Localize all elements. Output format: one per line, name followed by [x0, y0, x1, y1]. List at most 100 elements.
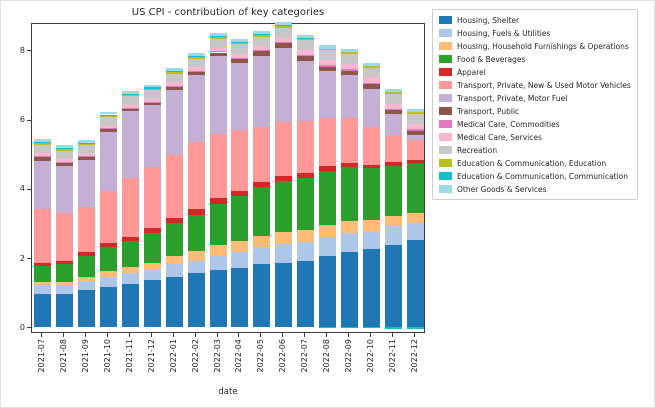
bar-segment	[165, 89, 183, 156]
bar-segment	[231, 252, 249, 268]
y-tick-label: 0	[19, 322, 25, 332]
legend-item: Transport, Public	[439, 105, 631, 117]
bar-segment	[165, 85, 183, 87]
bar-segment	[209, 51, 227, 53]
bar-segment	[187, 75, 205, 142]
bar-segment	[56, 285, 74, 294]
x-tick-label: 2022-09	[343, 339, 353, 373]
bar-segment	[318, 117, 337, 167]
bar-segment	[406, 159, 424, 163]
legend-item: Medical Care, Services	[439, 131, 631, 143]
bar-segment	[165, 255, 183, 265]
bar-segment	[121, 96, 140, 106]
bar-segment	[362, 248, 380, 327]
bar-segment	[34, 155, 52, 157]
bar-segment	[121, 105, 140, 108]
bar-segment	[362, 231, 380, 249]
bar-segment	[121, 177, 140, 237]
bar-segment	[275, 37, 293, 43]
bar-segment	[384, 134, 402, 163]
legend: Housing, Shelter Housing, Fuels & Utiliti…	[432, 9, 638, 200]
x-tick	[304, 333, 306, 337]
x-tick	[150, 333, 152, 337]
bar-segment	[384, 216, 402, 227]
bar	[207, 24, 229, 332]
bar-segment	[78, 276, 96, 281]
bar	[141, 24, 163, 332]
bar-segment	[231, 38, 249, 42]
bar-segment	[121, 94, 140, 96]
legend-swatch	[439, 185, 452, 193]
bar-segment	[275, 176, 293, 182]
bar-segment	[297, 173, 315, 178]
bar-segment	[318, 67, 337, 72]
legend-item: Education & Communication, Communication	[439, 170, 631, 182]
bar-segment	[100, 114, 118, 116]
bar-segment	[100, 247, 118, 272]
bar-segment	[143, 102, 161, 106]
bar-segment	[340, 162, 358, 168]
bar-segment	[253, 46, 271, 51]
bar-segment	[340, 221, 358, 234]
x-tick	[326, 333, 327, 337]
bar-segment	[100, 271, 118, 277]
bar-segment	[34, 209, 52, 263]
bar-segment	[187, 58, 205, 68]
bar-segment	[340, 53, 358, 64]
bar-segment	[253, 264, 271, 327]
bar-segment	[297, 34, 315, 39]
bar-segment	[143, 105, 161, 168]
bar-segment	[318, 50, 337, 61]
legend-item: Housing, Shelter	[439, 14, 631, 26]
bar-segment	[209, 48, 227, 52]
bar-segment	[406, 113, 424, 125]
bar	[295, 24, 317, 332]
bar-segment	[78, 144, 96, 154]
bar-segment	[275, 26, 293, 28]
bar-segment	[78, 207, 96, 253]
legend-swatch	[439, 107, 452, 115]
bar-segment	[297, 54, 315, 57]
bar-segment	[318, 48, 337, 51]
bar-segment	[209, 133, 227, 198]
x-tick	[216, 333, 218, 337]
bar-segment	[275, 22, 293, 26]
bar-segment	[384, 245, 402, 327]
bar-segment	[406, 222, 424, 241]
bar-segment	[231, 58, 249, 63]
bar-segment	[187, 56, 205, 58]
bar-segment	[231, 267, 249, 327]
bar-segment	[275, 181, 293, 232]
legend-swatch	[439, 68, 452, 76]
y-tick-label: 6	[19, 115, 25, 124]
bar-segment	[406, 162, 424, 214]
bar-segment	[143, 269, 161, 281]
x-tick	[172, 333, 174, 337]
bar	[98, 24, 120, 332]
bar-segment	[56, 261, 74, 265]
x-tick	[63, 333, 65, 337]
bar-segment	[56, 148, 74, 150]
bar-segment	[100, 129, 118, 132]
legend-item: Transport, Private, Motor Fuel	[439, 92, 631, 104]
bar-segment	[165, 82, 183, 86]
bar-segment	[362, 84, 380, 89]
x-tick	[391, 333, 393, 337]
bar-segment	[231, 196, 249, 242]
legend-label: Transport, Private, New & Used Motor Veh…	[457, 80, 631, 90]
bar-segment	[297, 177, 315, 230]
bar-segment	[143, 167, 161, 229]
bar-segment	[121, 95, 140, 97]
bar-segment	[318, 224, 337, 237]
bar-segment	[275, 262, 293, 327]
bar-segment	[121, 267, 140, 274]
bar-segment	[56, 159, 74, 162]
bar-segment	[340, 167, 358, 222]
x-tick-label: 2021-08	[59, 339, 69, 373]
bar-segment	[253, 36, 271, 47]
bar-segment	[187, 251, 205, 261]
bar-segment	[121, 111, 140, 178]
bar-segment	[143, 101, 161, 103]
bar-segment	[100, 242, 118, 248]
bar-segment	[297, 60, 315, 122]
